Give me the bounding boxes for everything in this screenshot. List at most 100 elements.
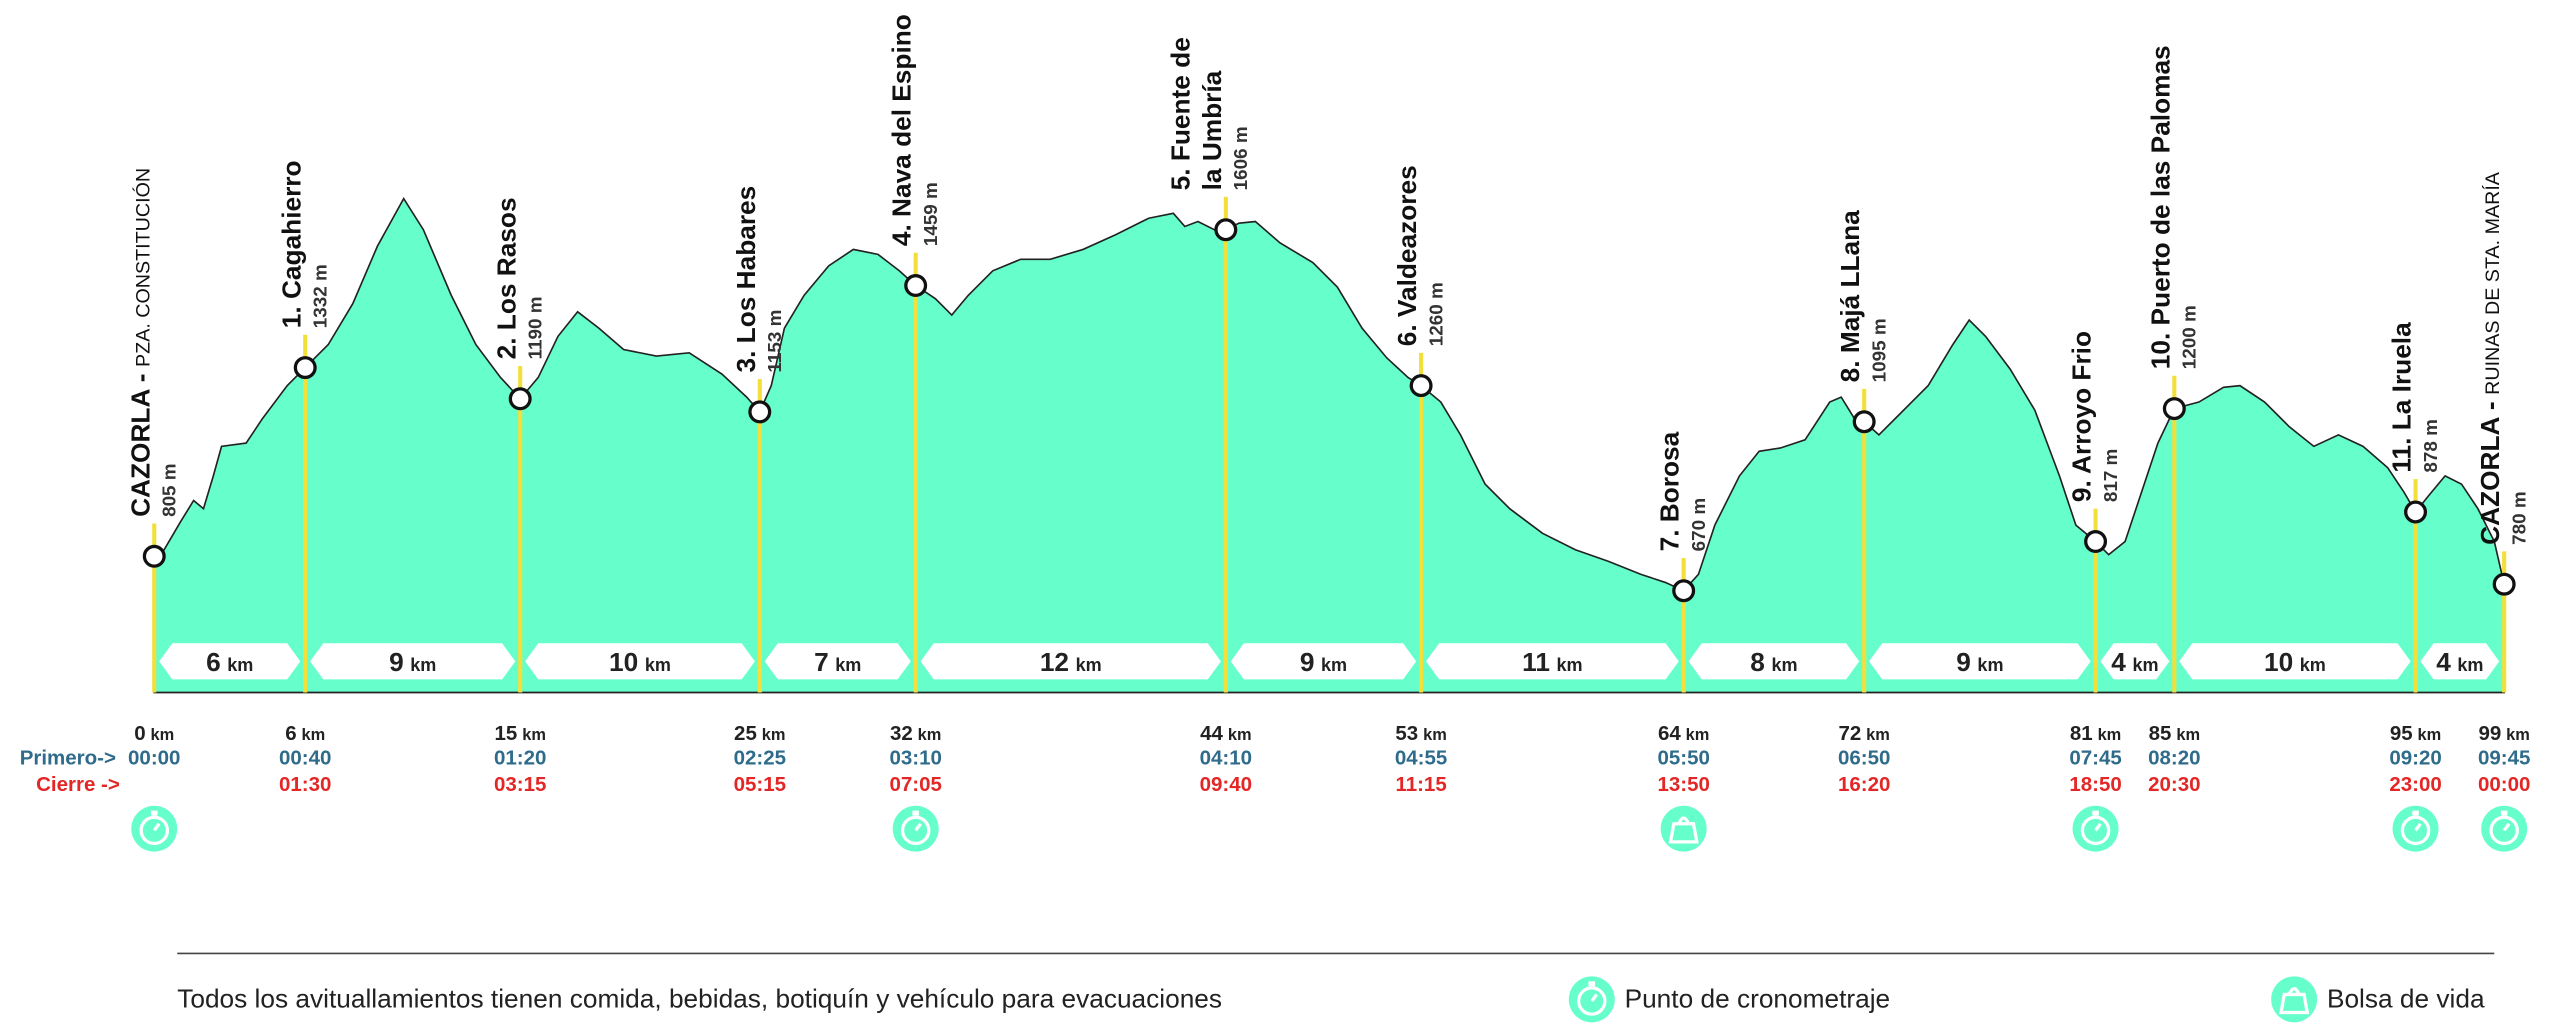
segment-arrow	[2179, 643, 2411, 680]
checkpoint-marker	[1672, 579, 1696, 603]
segment-arrow	[310, 643, 516, 680]
icon-bag	[2271, 976, 2318, 1023]
time-primero: 09:20	[2389, 747, 2441, 770]
segment-arrow	[920, 643, 1221, 680]
checkpoint-name: 2. Los Rasos	[491, 197, 521, 359]
time-primero: 07:45	[2069, 747, 2121, 770]
km-unit: km	[762, 726, 786, 744]
icon-ring	[2080, 815, 2111, 846]
checkpoint-title: 11. La Iruela	[2387, 322, 2417, 473]
icon-hand	[1590, 993, 1599, 1002]
icon-ring	[2400, 815, 2431, 846]
checkpoint-name: 8. Majá LLana	[1835, 210, 1865, 383]
checkpoint-marker	[293, 356, 317, 380]
km-unit: km	[2176, 726, 2200, 744]
icon-timer	[2481, 805, 2528, 852]
time-primero: 05:50	[1657, 747, 1709, 770]
checkpoint-altitude: 1459 m	[920, 182, 941, 246]
icon-hand	[152, 822, 161, 832]
checkpoint-name: 1. Cagahierro	[276, 160, 306, 328]
segment-km: 12	[1040, 647, 1069, 677]
checkpoint-title: 4. Nava del Espino	[887, 14, 917, 246]
km-unit: km	[2098, 726, 2122, 744]
km-unit: km	[2418, 726, 2442, 744]
checkpoint-marker	[2084, 530, 2108, 554]
checkpoint-title: 9. Arroyo Frio	[2067, 331, 2097, 502]
time-primero: 00:00	[128, 747, 180, 770]
checkpoint-km: 25 km	[734, 722, 785, 745]
checkpoint-title: CAZORLA -	[2475, 401, 2505, 544]
icon-ring	[900, 815, 931, 846]
km-value: 6	[285, 722, 296, 745]
segment-arrow	[764, 643, 911, 680]
checkpoint-altitude: 878 m	[2420, 419, 2441, 472]
checkpoint-km: 15 km	[494, 722, 545, 745]
km-value: 64	[1658, 722, 1681, 745]
checkpoint-marker	[1852, 410, 1876, 434]
checkpoint-marker	[1214, 218, 1238, 242]
segment-km: 11	[1522, 647, 1550, 677]
checkpoint-altitude: 817 m	[2100, 449, 2121, 502]
segment-km: 6	[206, 647, 221, 677]
km-value: 44	[1200, 722, 1223, 745]
checkpoint-name: CAZORLA - RUINAS DE STA. MARÍA	[2475, 171, 2505, 545]
checkpoint-name: 10. Puerto de las Palomas	[2145, 45, 2175, 369]
checkpoint-km: 6 km	[285, 722, 325, 745]
icon-hand	[2094, 822, 2102, 832]
segment-distance: 9 km	[1956, 647, 2003, 677]
km-value: 25	[734, 722, 757, 745]
segment-km: 4	[2111, 647, 2126, 677]
icon-bag	[1668, 816, 1699, 844]
checkpoint-name: 11. La Iruela	[2387, 322, 2417, 473]
time-cierre: 13:50	[1657, 773, 1709, 796]
segment-distance: 11 km	[1522, 647, 1582, 677]
segment-unit: km	[645, 655, 671, 675]
checkpoint-altitude: 1200 m	[2179, 305, 2200, 369]
segment-unit: km	[1977, 655, 2003, 675]
checkpoint-marker	[748, 400, 772, 424]
checkpoint-km: 44 km	[1200, 722, 1251, 745]
time-primero: 03:10	[889, 747, 941, 770]
checkpoint-km: 99 km	[2478, 722, 2529, 745]
checkpoint-marker	[1409, 374, 1433, 398]
segment-km: 9	[1956, 647, 1971, 677]
segment-unit: km	[1556, 655, 1582, 675]
checkpoint-altitude: 1332 m	[310, 264, 331, 328]
checkpoint-km: 53 km	[1395, 722, 1446, 745]
checkpoint-place: RUINAS DE STA. MARÍA	[2481, 171, 2504, 395]
segment-km: 9	[389, 647, 404, 677]
checkpoint-title: 8. Majá LLana	[1835, 210, 1865, 383]
time-primero: 09:45	[2478, 747, 2530, 770]
icon-timer	[892, 805, 939, 852]
segment-distance: 12 km	[1040, 647, 1102, 677]
segment-unit: km	[1076, 655, 1102, 675]
time-cierre: 00:00	[2478, 773, 2530, 796]
km-unit: km	[2506, 726, 2530, 744]
checkpoint-marker	[142, 544, 166, 568]
checkpoint-altitude: 1190 m	[525, 296, 546, 359]
time-cierre: 23:00	[2389, 773, 2441, 796]
checkpoint-altitude: 1153 m	[764, 310, 785, 373]
segment-arrow	[1230, 643, 1417, 680]
segment-unit: km	[1321, 655, 1347, 675]
km-value: 72	[1838, 722, 1861, 745]
checkpoint-title: 1. Cagahierro	[276, 160, 306, 328]
segment-arrow	[159, 643, 301, 680]
checkpoint-marker	[2492, 572, 2516, 596]
icon-bag	[2279, 987, 2310, 1015]
icon-knob	[150, 810, 158, 816]
checkpoint-place: PZA. CONSTITUCIÓN	[131, 168, 154, 367]
km-value: 95	[2390, 722, 2413, 745]
km-value: 85	[2149, 722, 2172, 745]
legend-label: Punto de cronometraje	[1625, 984, 1891, 1014]
icon-hand	[2502, 822, 2511, 832]
segment-distance: 7 km	[814, 647, 861, 677]
km-unit: km	[1228, 726, 1252, 744]
checkpoint-name: 9. Arroyo Frio	[2067, 331, 2097, 502]
segment-distance: 10 km	[2264, 647, 2326, 677]
time-cierre: 03:15	[494, 773, 546, 796]
checkpoint-title: 3. Los Habares	[731, 186, 761, 373]
icon-ring	[2489, 815, 2519, 846]
km-unit: km	[1866, 726, 1890, 744]
